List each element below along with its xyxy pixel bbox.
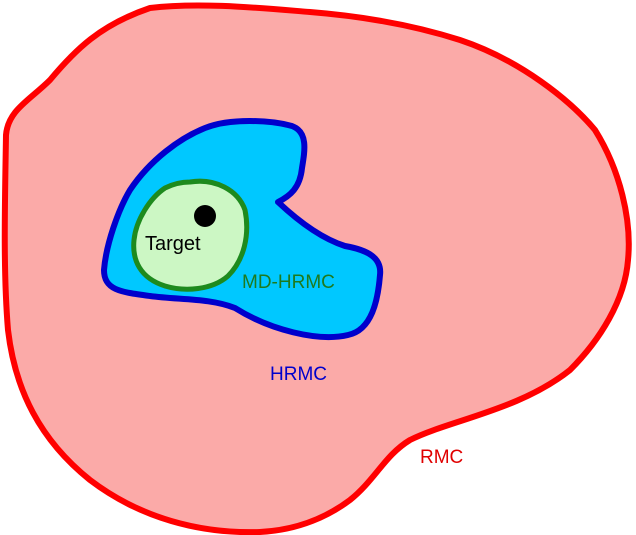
target-dot	[194, 205, 216, 227]
target-label: Target	[145, 233, 201, 255]
rmc-label: RMC	[420, 447, 463, 468]
md-hrmc-region	[131, 178, 250, 292]
hrmc-label: HRMC	[270, 364, 327, 385]
md-hrmc-label: MD-HRMC	[242, 272, 335, 293]
